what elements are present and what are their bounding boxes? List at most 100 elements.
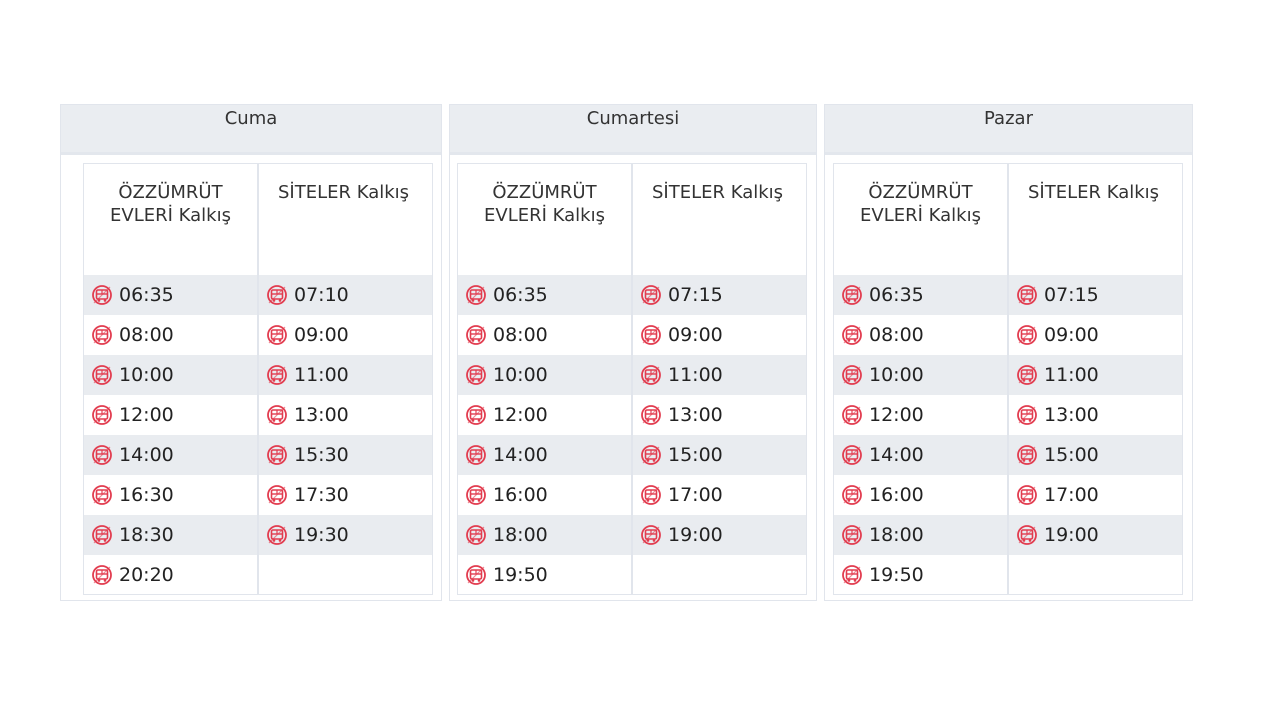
departure-time: 19:30: [294, 524, 349, 546]
departure-time: 07:15: [668, 284, 723, 306]
time-row: 13:00: [259, 395, 432, 435]
bus-icon: [465, 404, 487, 426]
time-row: 13:00: [633, 395, 806, 435]
departure-time: 19:00: [1044, 524, 1099, 546]
time-row: 14:00: [458, 435, 631, 475]
departure-time: 08:00: [493, 324, 548, 346]
bus-icon: [465, 364, 487, 386]
bus-icon: [465, 284, 487, 306]
time-row: 15:30: [259, 435, 432, 475]
departure-time: 06:35: [119, 284, 174, 306]
bus-icon: [91, 284, 113, 306]
time-row: 12:00: [458, 395, 631, 435]
departure-time: 14:00: [119, 444, 174, 466]
departure-time: 14:00: [493, 444, 548, 466]
time-row: 14:00: [834, 435, 1007, 475]
column-header-line: ÖZZÜMRÜT: [868, 182, 973, 203]
departure-time: 17:00: [1044, 484, 1099, 506]
departure-time: 13:00: [668, 404, 723, 426]
departure-time: 12:00: [493, 404, 548, 426]
departure-time: 16:00: [493, 484, 548, 506]
time-row: 12:00: [834, 395, 1007, 435]
bus-icon: [640, 324, 662, 346]
departure-time: 17:30: [294, 484, 349, 506]
departure-time: 15:30: [294, 444, 349, 466]
departure-time: 18:00: [869, 524, 924, 546]
time-row: 06:35: [84, 275, 257, 315]
time-row: 18:30: [84, 515, 257, 555]
bus-icon: [266, 484, 288, 506]
bus-icon: [1016, 444, 1038, 466]
bus-icon: [640, 404, 662, 426]
time-row: 09:00: [259, 315, 432, 355]
bus-icon: [266, 364, 288, 386]
departure-time: 10:00: [869, 364, 924, 386]
departure-column-siteler: SİTELER Kalkış 07:10 09:00 11:00 13:00 15:30 1…: [258, 163, 433, 595]
departure-time: 19:50: [869, 564, 924, 586]
time-row: 10:00: [458, 355, 631, 395]
time-row: 20:20: [84, 555, 257, 595]
departure-time: 13:00: [294, 404, 349, 426]
time-row: 13:00: [1009, 395, 1182, 435]
bus-icon: [465, 484, 487, 506]
column-header-line: ÖZZÜMRÜT: [492, 182, 597, 203]
bus-icon: [465, 324, 487, 346]
departure-time: 20:20: [119, 564, 174, 586]
bus-icon: [266, 444, 288, 466]
bus-icon: [640, 484, 662, 506]
time-row: 07:10: [259, 275, 432, 315]
day-panel-pazar: Pazar ÖZZÜMRÜT EVLERİ Kalkış 06:35 08:00 10:0…: [824, 104, 1193, 601]
departure-time: 07:10: [294, 284, 349, 306]
bus-icon: [91, 404, 113, 426]
time-row: 11:00: [1009, 355, 1182, 395]
column-header: ÖZZÜMRÜT EVLERİ Kalkış: [458, 164, 631, 275]
departure-time: 16:00: [869, 484, 924, 506]
bus-icon: [266, 324, 288, 346]
bus-icon: [640, 364, 662, 386]
time-row: 14:00: [84, 435, 257, 475]
departure-column-siteler: SİTELER Kalkış 07:15 09:00 11:00 13:00 15:00 1…: [1008, 163, 1183, 595]
departure-time: 13:00: [1044, 404, 1099, 426]
time-row: 19:50: [834, 555, 1007, 595]
bus-icon: [91, 484, 113, 506]
column-header-line: EVLERİ Kalkış: [484, 205, 605, 226]
bus-icon: [91, 324, 113, 346]
time-row: 09:00: [633, 315, 806, 355]
day-title: Cumartesi: [450, 105, 816, 155]
bus-icon: [91, 564, 113, 586]
bus-icon: [1016, 324, 1038, 346]
bus-icon: [1016, 484, 1038, 506]
time-row: 16:30: [84, 475, 257, 515]
departure-time: 19:00: [668, 524, 723, 546]
column-header: SİTELER Kalkış: [1009, 164, 1182, 275]
departure-time: 08:00: [869, 324, 924, 346]
day-panel-cumartesi: Cumartesi ÖZZÜMRÜT EVLERİ Kalkış 06:35 08:00…: [449, 104, 817, 601]
bus-icon: [91, 444, 113, 466]
time-row: 18:00: [834, 515, 1007, 555]
time-row: 17:00: [633, 475, 806, 515]
departure-time: 09:00: [668, 324, 723, 346]
time-row: 17:30: [259, 475, 432, 515]
departure-time: 11:00: [294, 364, 349, 386]
bus-icon: [465, 444, 487, 466]
time-row: 09:00: [1009, 315, 1182, 355]
time-row: 07:15: [1009, 275, 1182, 315]
day-panel-cuma: Cuma ÖZZÜMRÜT EVLERİ Kalkış 06:35 08:00 10:00…: [60, 104, 442, 601]
bus-icon: [841, 404, 863, 426]
bus-icon: [841, 364, 863, 386]
departure-time: 10:00: [493, 364, 548, 386]
column-header: SİTELER Kalkış: [633, 164, 806, 275]
departure-time: 15:00: [668, 444, 723, 466]
time-row: 11:00: [633, 355, 806, 395]
time-row: 19:00: [633, 515, 806, 555]
departure-time: 16:30: [119, 484, 174, 506]
time-row: 06:35: [458, 275, 631, 315]
departure-time: 10:00: [119, 364, 174, 386]
bus-icon: [640, 444, 662, 466]
time-row: 12:00: [84, 395, 257, 435]
bus-icon: [465, 564, 487, 586]
departure-time: 09:00: [294, 324, 349, 346]
time-row: 06:35: [834, 275, 1007, 315]
time-row: 15:00: [1009, 435, 1182, 475]
bus-icon: [91, 364, 113, 386]
